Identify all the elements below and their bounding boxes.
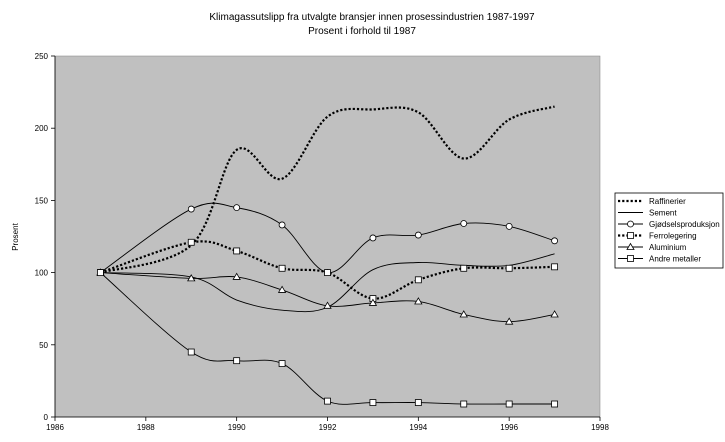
data-point: [551, 400, 558, 408]
data-point: [233, 357, 241, 365]
series-line: [100, 105, 555, 274]
series-0: [100, 105, 555, 274]
legend-marker: [627, 255, 634, 262]
series-line: [100, 272, 555, 405]
legend-entry: Raffinerier: [618, 197, 686, 206]
series-line: [100, 272, 555, 323]
data-point: [324, 397, 331, 405]
legend-label: Andre metaller: [649, 255, 701, 264]
y-tick-label: 50: [39, 341, 48, 350]
x-tick-label: 1986: [46, 423, 64, 432]
data-point: [277, 285, 287, 293]
series-1: [100, 253, 555, 313]
data-point: [187, 274, 196, 282]
legend-label: Raffinerier: [649, 197, 686, 206]
legend-label: Ferrolegering: [649, 232, 697, 241]
data-point: [550, 310, 559, 318]
data-point: [278, 221, 286, 229]
x-tick-label: 1988: [137, 423, 155, 432]
legend-entry: Gjødselsproduksjon: [618, 220, 720, 229]
legend-marker: [626, 242, 635, 250]
legend-label: Gjødselsproduksjon: [649, 220, 720, 229]
y-tick-label: 150: [35, 196, 49, 205]
x-tick-label: 1990: [228, 423, 246, 432]
data-point: [233, 204, 241, 212]
axes: 0 50 100 150 200 250 1986 1988 1990 1992 1994 1996 1…: [35, 52, 610, 432]
data-point: [323, 301, 332, 309]
legend-entry: Sement: [618, 209, 677, 218]
data-point: [460, 220, 468, 227]
data-point: [504, 317, 514, 325]
data-point: [505, 264, 513, 272]
data-point: [505, 222, 513, 230]
x-tick-label: 1998: [591, 423, 609, 432]
data-point: [505, 400, 513, 408]
legend-label: Sement: [649, 209, 677, 218]
chart-title: Klimagassutslipp fra utvalgte bransjer i…: [209, 12, 535, 23]
data-point: [460, 264, 468, 272]
data-point: [232, 272, 241, 280]
y-tick-label: 250: [35, 52, 49, 61]
data-point: [368, 298, 378, 306]
x-tick-label: 1996: [500, 423, 518, 432]
chart-subtitle: Prosent i forhold til 1987: [308, 26, 416, 37]
x-tick-label: 1992: [319, 423, 337, 432]
legend-label: Aluminium: [649, 243, 687, 252]
data-point: [187, 238, 195, 246]
legend-entry: Ferrolegering: [618, 232, 697, 241]
data-point: [369, 399, 377, 406]
series-5: [97, 269, 558, 408]
legend-marker: [627, 232, 634, 239]
x-tick-label: 1994: [409, 423, 427, 432]
series-4: [96, 268, 559, 325]
series-line: [100, 240, 555, 300]
data-point: [551, 263, 558, 271]
data-point: [233, 247, 241, 255]
series-line: [100, 202, 555, 274]
data-point: [369, 234, 377, 242]
legend-entry: Andre metaller: [618, 255, 701, 264]
series-layer: [96, 105, 559, 408]
data-point: [459, 310, 468, 318]
data-point: [460, 400, 468, 408]
y-axis-label: Prosent: [11, 222, 20, 250]
y-tick-label: 100: [35, 269, 49, 278]
data-point: [278, 264, 286, 272]
data-point: [414, 231, 422, 239]
data-point: [414, 297, 423, 305]
data-point: [97, 269, 104, 277]
data-point: [551, 237, 558, 245]
data-point: [187, 348, 195, 356]
plot-area: [54, 55, 601, 418]
data-point: [414, 399, 422, 406]
series-line: [100, 253, 555, 313]
data-point: [187, 205, 195, 213]
y-tick-label: 200: [35, 124, 49, 133]
legend-entry: Aluminium: [618, 242, 687, 252]
y-tick-label: 0: [44, 413, 49, 422]
data-point: [414, 276, 422, 284]
data-point: [278, 360, 286, 367]
legend-marker: [627, 220, 634, 228]
series-3: [97, 238, 558, 302]
data-point: [324, 269, 331, 277]
legend: Raffinerier Sement Gjødselsproduksjon Ferro…: [614, 192, 724, 269]
